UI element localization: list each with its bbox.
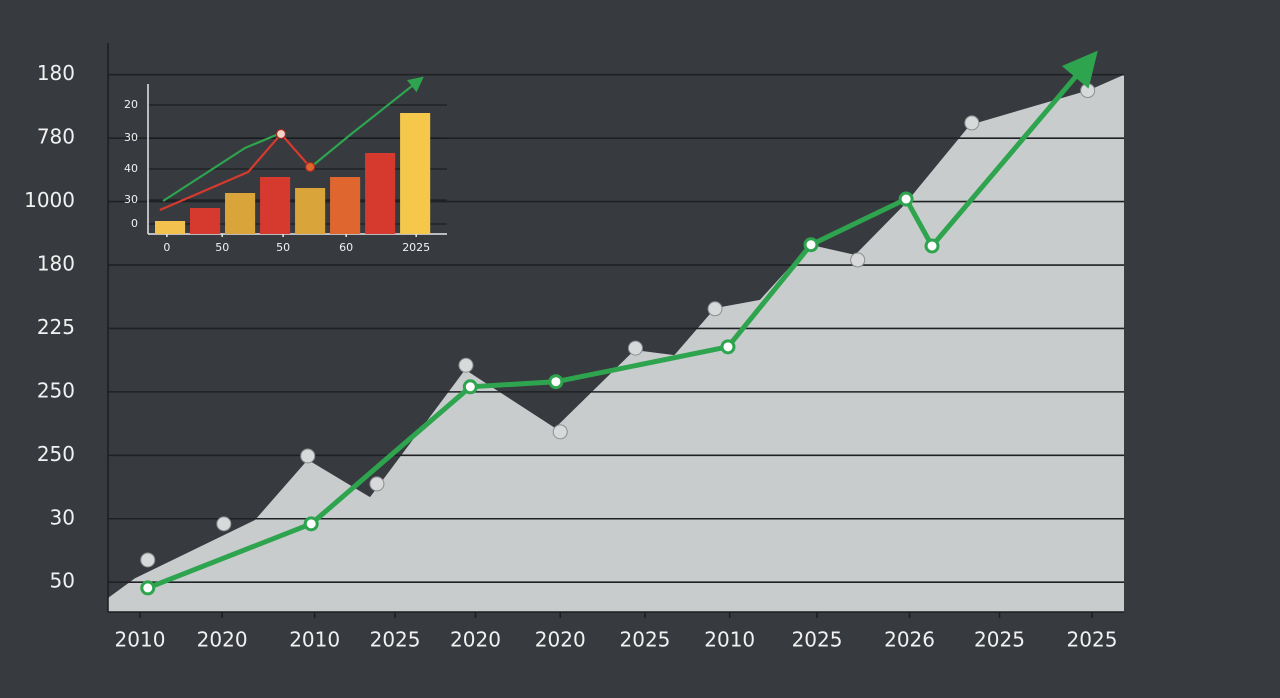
y-tick-label: 30	[50, 505, 75, 529]
bar	[225, 193, 256, 234]
y-tick-label: 30	[124, 193, 138, 206]
x-tick-label: 2025	[620, 628, 671, 652]
area	[108, 74, 1124, 612]
x-tick-label: 2010	[115, 628, 166, 652]
y-tick-label: 1000	[24, 188, 75, 212]
arrow-head	[407, 76, 424, 93]
x-tick-label: 2026	[884, 628, 935, 652]
bar	[190, 208, 221, 234]
x-tick-label: 2010	[289, 628, 340, 652]
point	[300, 448, 316, 464]
point	[552, 424, 568, 440]
x-tick-label: 2020	[535, 628, 586, 652]
line	[159, 132, 311, 212]
point	[627, 340, 643, 356]
point	[140, 552, 156, 568]
line-marker	[803, 237, 819, 253]
point	[369, 476, 385, 492]
x-tick-label: 2025	[402, 241, 430, 254]
x-tick-label: 2025	[974, 628, 1025, 652]
line-marker	[898, 191, 914, 207]
x-tick-label: 2020	[197, 628, 248, 652]
x-tick-label: 50	[276, 241, 290, 254]
line-marker	[303, 516, 319, 532]
point	[850, 252, 866, 268]
line-marker	[275, 128, 287, 140]
bar	[330, 177, 361, 234]
bar	[260, 177, 291, 234]
point	[707, 301, 723, 317]
point	[964, 115, 980, 131]
y-tick-label: 250	[37, 378, 75, 402]
line-marker	[720, 339, 736, 355]
y-tick-label: 40	[124, 162, 138, 175]
bar	[400, 113, 431, 234]
y-tick-label: 30	[124, 131, 138, 144]
y-tick-label: 225	[37, 315, 75, 339]
x-tick-label: 2020	[450, 628, 501, 652]
x-tick-label: 60	[339, 241, 353, 254]
y-tick-label: 180	[37, 61, 75, 85]
line-marker	[462, 379, 478, 395]
bar	[365, 153, 396, 234]
x-tick-label: 2025	[792, 628, 843, 652]
y-tick-label: 20	[124, 98, 138, 111]
y-tick-label: 780	[37, 125, 75, 149]
main-chart: 50 30 250 250 225 180 1000 780 180 2010 2020 2010 20…	[24, 43, 1124, 652]
line-marker	[305, 161, 316, 173]
line	[162, 77, 423, 202]
bar	[295, 188, 326, 234]
inset-chart: 0 30 40 30 20 0 50 50 60 2025	[124, 76, 447, 254]
y-tick-label: 0	[131, 217, 138, 230]
bar	[155, 221, 186, 234]
y-tick-label: 50	[50, 569, 75, 593]
x-tick-label: 0	[163, 241, 170, 254]
x-tick-label: 50	[215, 241, 229, 254]
line-marker	[548, 374, 564, 390]
point	[216, 516, 232, 532]
arrow-head	[1061, 50, 1098, 89]
point	[458, 357, 474, 373]
x-tick-label: 2025	[370, 628, 421, 652]
y-tick-label: 250	[37, 442, 75, 466]
line-marker	[924, 238, 940, 254]
x-tick-label: 2025	[1067, 628, 1118, 652]
line-marker	[140, 580, 156, 596]
y-tick-label: 180	[37, 252, 75, 276]
x-tick-label: 2010	[704, 628, 755, 652]
